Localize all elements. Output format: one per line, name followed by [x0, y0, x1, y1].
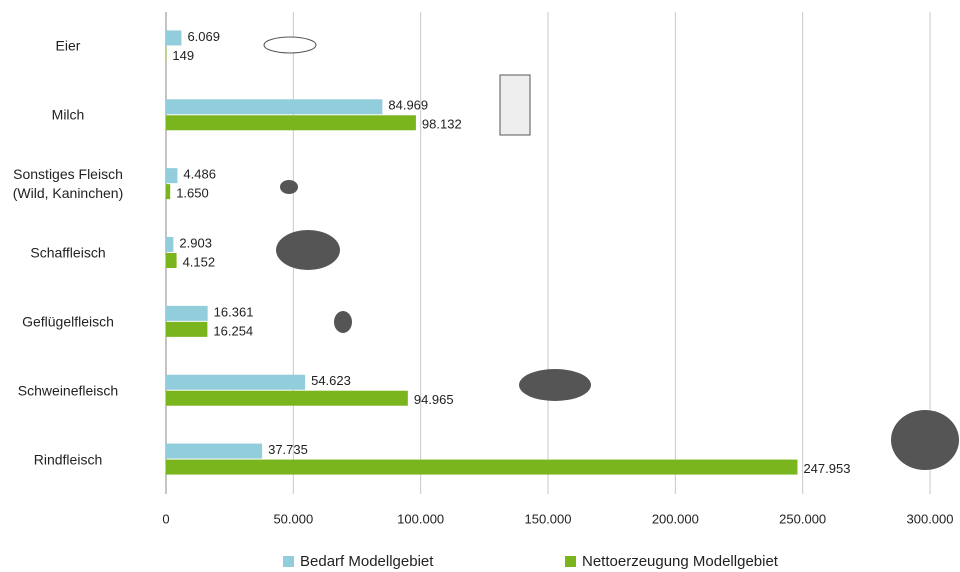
value-label: 94.965	[414, 392, 454, 407]
y-tick-label: Milch	[51, 106, 85, 123]
sheep-icon	[276, 230, 340, 270]
value-label: 149	[172, 48, 194, 63]
y-tick-label: Schaffleisch	[30, 244, 106, 261]
bar	[166, 184, 171, 200]
bar	[166, 459, 798, 475]
legend-label: Bedarf Modellgebiet	[300, 553, 434, 570]
x-tick-label: 100.000	[397, 511, 444, 526]
x-tick-label: 250.000	[779, 511, 826, 526]
legend-swatch	[283, 556, 294, 567]
value-label: 4.486	[183, 167, 216, 182]
bar	[166, 305, 208, 321]
bar	[166, 374, 306, 390]
icons	[263, 36, 959, 470]
rabbit-icon	[280, 180, 298, 194]
value-label: 2.903	[179, 235, 212, 250]
value-label: 84.969	[388, 98, 428, 113]
gridlines	[165, 12, 931, 494]
bar	[166, 443, 263, 459]
x-tick-label: 150.000	[525, 511, 572, 526]
milk-icon	[499, 74, 531, 136]
x-tick-label: 200.000	[652, 511, 699, 526]
x-tick-label: 300.000	[907, 511, 954, 526]
y-tick-label: Rindfleisch	[33, 451, 103, 468]
x-tick-label: 50.000	[273, 511, 313, 526]
chicken-icon	[334, 311, 352, 333]
bar	[166, 321, 208, 337]
value-label: 37.735	[268, 442, 308, 457]
value-label: 6.069	[187, 29, 220, 44]
y-tick-label: Geflügelfleisch	[22, 313, 114, 330]
bar	[166, 237, 174, 252]
y-tick-label: Eier	[55, 37, 81, 54]
value-label: 4.152	[183, 254, 216, 269]
cattle-icon	[891, 410, 959, 470]
pig-icon	[519, 369, 591, 401]
bar	[166, 390, 408, 406]
value-label: 16.361	[214, 304, 254, 319]
value-label: 247.953	[803, 461, 850, 476]
value-label: 98.132	[422, 117, 462, 132]
bar	[166, 115, 416, 131]
bar	[166, 30, 182, 46]
legend-label: Nettoerzeugung Modellgebiet	[582, 553, 779, 570]
bar	[166, 168, 178, 184]
egg-icon	[263, 36, 317, 54]
bar	[166, 253, 177, 268]
x-tick-label: 0	[162, 511, 169, 526]
legend-swatch	[565, 556, 576, 567]
value-label: 54.623	[311, 373, 351, 388]
bar	[166, 99, 383, 115]
value-label: 16.254	[213, 323, 253, 338]
y-tick-label: Schweinefleisch	[17, 382, 119, 399]
value-label: 1.650	[176, 186, 209, 201]
y-tick-label: Sonstiges Fleisch (Wild, Kaninchen)	[12, 166, 124, 202]
